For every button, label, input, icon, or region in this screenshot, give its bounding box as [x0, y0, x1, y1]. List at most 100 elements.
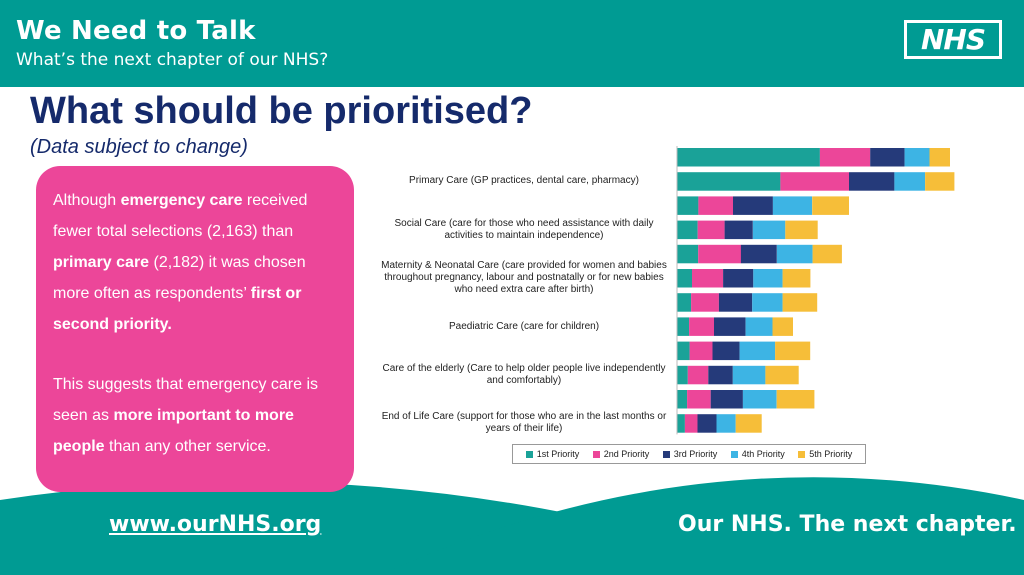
bar-segment-5 — [735, 414, 762, 433]
legend-label: 2nd Priority — [603, 449, 650, 459]
callout-text: This suggests that emergency care is see… — [53, 376, 319, 424]
bar-segment-2 — [780, 172, 849, 191]
bar-segment-1 — [677, 341, 690, 361]
bar-segment-2 — [819, 148, 871, 167]
bar-segment-5 — [929, 148, 950, 167]
nhs-logo-text: NHS — [907, 23, 999, 56]
bar-segment-5 — [782, 269, 811, 288]
callout-text: (2,182) it was chosen more often as resp… — [53, 254, 306, 302]
category-label: Paediatric Care (care for children) — [448, 320, 600, 332]
bar-segment-3 — [733, 196, 773, 215]
bar-segment-1 — [677, 293, 692, 312]
bar-segment-1 — [677, 390, 688, 409]
bar-segment-2 — [691, 293, 719, 312]
bar-segment-4 — [776, 244, 813, 264]
footer-tagline: Our NHS. The next chapter. — [678, 512, 1017, 537]
page-note: (Data subject to change) — [30, 136, 248, 158]
bar-segment-5 — [782, 293, 818, 312]
bar-segment-2 — [687, 390, 711, 409]
bar-segment-3 — [849, 172, 895, 191]
bar-segment-4 — [752, 220, 786, 240]
bar-segment-2 — [684, 414, 698, 433]
bar-segment-2 — [698, 196, 733, 215]
brand-subtitle: What’s the next chapter of our NHS? — [16, 50, 329, 70]
bar-segment-3 — [870, 148, 905, 167]
bar-segment-4 — [732, 365, 766, 385]
nhs-logo: NHS — [904, 20, 1002, 59]
legend-item: 5th Priority — [798, 449, 852, 459]
legend-swatch — [730, 450, 738, 458]
bar-segment-5 — [765, 365, 799, 385]
bar-segment-1 — [677, 220, 698, 240]
callout-emphasis: primary care — [53, 254, 150, 271]
legend-label: 5th Priority — [809, 449, 853, 459]
category-label: Care of the elderly (Care to help older … — [382, 363, 666, 387]
callout-emphasis: emergency care — [120, 192, 243, 209]
bar-segment-2 — [697, 220, 725, 240]
category-label: End of Life Care (support for those who … — [381, 411, 667, 435]
callout-paragraph-2: This suggests that emergency care is see… — [53, 369, 343, 462]
bar-segment-5 — [775, 341, 811, 361]
bar-segment-3 — [712, 341, 740, 361]
page-title: What should be prioritised? — [30, 90, 533, 132]
bar-segment-4 — [752, 293, 783, 312]
category-label: Maternity & Neonatal Care (care provided… — [381, 260, 667, 296]
legend-label: 1st Priority — [536, 449, 580, 459]
bar-segment-5 — [772, 317, 793, 336]
header-banner: We Need to Talk What’s the next chapter … — [0, 0, 1024, 87]
legend-swatch — [592, 450, 600, 458]
bar-segment-2 — [698, 244, 741, 264]
chart-legend: 1st Priority 2nd Priority 3rd Priority 4th … — [512, 444, 866, 464]
bar-segment-4 — [772, 196, 813, 215]
bar-segment-1 — [677, 172, 781, 191]
bar-segment-5 — [812, 196, 849, 215]
bar-segment-4 — [904, 148, 930, 167]
bar-segment-3 — [714, 317, 746, 336]
legend-swatch — [525, 450, 533, 458]
bar-segment-5 — [812, 244, 842, 264]
bar-segment-1 — [677, 365, 688, 385]
bar-segment-1 — [677, 269, 692, 288]
bar-segment-1 — [677, 414, 685, 433]
legend-item: 3rd Priority — [662, 449, 718, 459]
legend-item: 4th Priority — [730, 449, 785, 459]
bar-segment-4 — [753, 269, 783, 288]
bar-segment-1 — [677, 148, 820, 167]
callout-emphasis: more important to more people — [53, 407, 294, 455]
legend-label: 3rd Priority — [673, 449, 718, 459]
bar-segment-3 — [708, 365, 733, 385]
callout-box: Although emergency care received fewer t… — [36, 166, 354, 492]
legend-label: 4th Priority — [741, 449, 785, 459]
callout-text: received fewer total selections (2,163) … — [53, 192, 308, 240]
footer-url-link[interactable]: www.ourNHS.org — [109, 512, 322, 537]
callout-text: Although — [53, 192, 121, 209]
legend-swatch — [662, 450, 670, 458]
legend-swatch — [798, 450, 806, 458]
bar-segment-5 — [776, 390, 815, 409]
callout-emphasis: first or second priority. — [53, 285, 302, 333]
callout-text: than any other service. — [104, 438, 271, 455]
bar-segment-5 — [925, 172, 955, 191]
bar-segment-3 — [723, 269, 754, 288]
bar-segment-3 — [710, 390, 743, 409]
legend-item: 2nd Priority — [592, 449, 650, 459]
bar-segment-3 — [724, 220, 753, 240]
bar-segment-2 — [687, 365, 709, 385]
bar-segment-2 — [692, 269, 724, 288]
bar-segment-2 — [689, 317, 714, 336]
category-label: Social Care (care for those who need ass… — [394, 217, 654, 241]
bar-segment-3 — [718, 293, 753, 312]
bar-segment-2 — [689, 341, 713, 361]
brand-title: We Need to Talk — [16, 16, 256, 46]
bar-segment-4 — [716, 414, 736, 433]
bar-segment-3 — [697, 414, 717, 433]
bar-segment-1 — [677, 244, 699, 264]
bar-segment-1 — [677, 317, 690, 336]
bar-segment-4 — [742, 390, 777, 409]
bar-segment-3 — [740, 244, 777, 264]
bar-segment-4 — [745, 317, 773, 336]
bar-segment-4 — [894, 172, 925, 191]
bar-segment-1 — [677, 196, 699, 215]
